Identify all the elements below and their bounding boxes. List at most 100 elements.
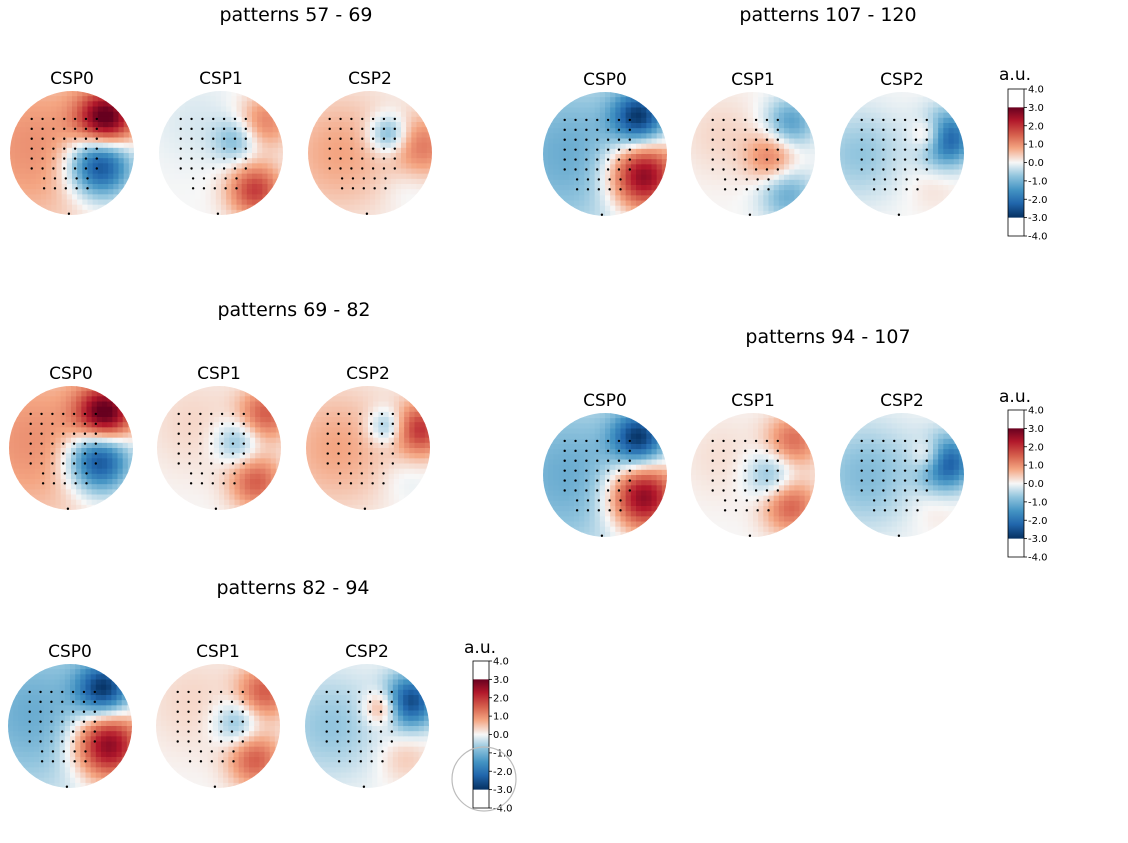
topomap-cell	[891, 169, 898, 176]
topomap-cell	[907, 169, 913, 176]
sensor-dot	[224, 187, 227, 190]
topomap-cell	[706, 164, 713, 171]
sensor-dot	[903, 168, 907, 171]
topomap-cell	[933, 133, 939, 140]
topomap-cell	[174, 204, 181, 211]
topomap-cell	[72, 199, 78, 206]
topomap-cell	[25, 111, 32, 118]
topomap-cell	[722, 107, 728, 114]
topomap-cell	[768, 179, 775, 186]
topomap-cell	[789, 179, 795, 186]
topomap-cell	[190, 178, 196, 185]
topomap-cell	[25, 106, 32, 113]
topomap-cell	[333, 106, 340, 113]
topomap-cell	[401, 147, 407, 154]
topomap-cell	[318, 209, 325, 215]
topomap-cell	[82, 184, 89, 190]
sensor-dot	[63, 127, 66, 131]
sensor-dot	[201, 127, 204, 131]
topomap-cell	[219, 468, 225, 475]
topomap-cell	[891, 128, 898, 134]
topomap-cell	[711, 148, 718, 155]
topomap-cell	[14, 499, 20, 506]
topomap-cell	[10, 91, 16, 97]
topomap-cell	[262, 122, 269, 128]
topomap-cell	[29, 442, 36, 449]
topomap-cell	[182, 427, 189, 434]
topomap-cell	[370, 101, 376, 108]
topomap-cell	[257, 204, 263, 211]
topomap-cell	[40, 499, 46, 506]
topomap-cell	[896, 133, 903, 140]
topomap-cell	[172, 391, 179, 397]
topomap-cell	[794, 92, 801, 98]
topomap-cell	[958, 174, 964, 181]
topomap-cell	[46, 147, 52, 154]
topomap-cell	[15, 96, 21, 102]
panel-title: patterns 57 - 69	[219, 4, 372, 26]
topomap-cell	[876, 179, 882, 186]
topomap-cell	[205, 127, 212, 133]
topomap-cell	[108, 184, 114, 190]
topomap-cell	[773, 123, 780, 129]
topomap-cell	[845, 210, 851, 216]
topomap-cell	[255, 417, 261, 423]
topomap-cell	[255, 432, 261, 439]
topomap-cell	[896, 123, 903, 129]
sensor-dot	[190, 157, 193, 160]
topomap-cell	[107, 453, 113, 459]
topomap-cell	[96, 473, 103, 480]
topomap-cell	[262, 127, 269, 133]
topomap-cell	[313, 189, 319, 195]
topomap-cell	[778, 159, 785, 165]
topomap-cell	[426, 163, 432, 170]
topomap-cell	[563, 179, 570, 186]
topomap-cell	[943, 169, 950, 176]
sensor-dot	[339, 167, 342, 170]
topomap-cell	[876, 185, 882, 191]
topomap-cell	[711, 143, 718, 150]
topomap-cell	[753, 169, 759, 176]
topomap-cell	[958, 128, 964, 134]
topomap-cell	[172, 411, 179, 418]
topomap-cell	[190, 189, 196, 195]
topomap-cell	[234, 427, 241, 434]
topomap-cell	[615, 148, 622, 155]
topomap-cell	[375, 122, 381, 128]
sensor-dot	[179, 117, 182, 121]
topomap-cell	[763, 148, 770, 155]
topomap-cell	[938, 169, 944, 176]
topomap-cell	[958, 200, 964, 207]
topomap-cell	[706, 138, 713, 145]
topomap-cell	[72, 132, 78, 139]
topomap-cell	[184, 96, 191, 102]
topomap-cell	[76, 494, 82, 501]
topomap-cell	[213, 489, 220, 496]
topomap-cell	[716, 159, 723, 165]
topomap-cell	[172, 432, 179, 439]
topomap-cell	[190, 106, 196, 113]
topomap-cell	[333, 153, 340, 159]
topomap-cell	[768, 143, 775, 150]
topomap-cell	[200, 132, 207, 139]
topomap-cell	[323, 163, 330, 170]
topomap-cell	[406, 91, 412, 97]
topomap-cell	[241, 116, 248, 123]
topomap-cell	[108, 96, 114, 102]
topomap-cell	[416, 209, 423, 215]
topomap-cell	[30, 184, 37, 190]
topomap-cell	[574, 200, 580, 207]
topomap-cell	[727, 200, 733, 207]
topomap-cell	[411, 178, 418, 185]
topomap-cell	[411, 111, 418, 118]
topomap-cell	[265, 494, 272, 501]
topomap-cell	[113, 178, 120, 185]
topomap-cell	[610, 148, 616, 155]
topomap-cell	[927, 169, 934, 176]
topomap-cell	[50, 442, 57, 449]
topomap-cell	[953, 205, 960, 212]
topomap-cell	[773, 200, 780, 207]
topomap-cell	[701, 107, 708, 114]
topomap-cell	[167, 473, 174, 480]
topomap-cell	[778, 164, 785, 171]
